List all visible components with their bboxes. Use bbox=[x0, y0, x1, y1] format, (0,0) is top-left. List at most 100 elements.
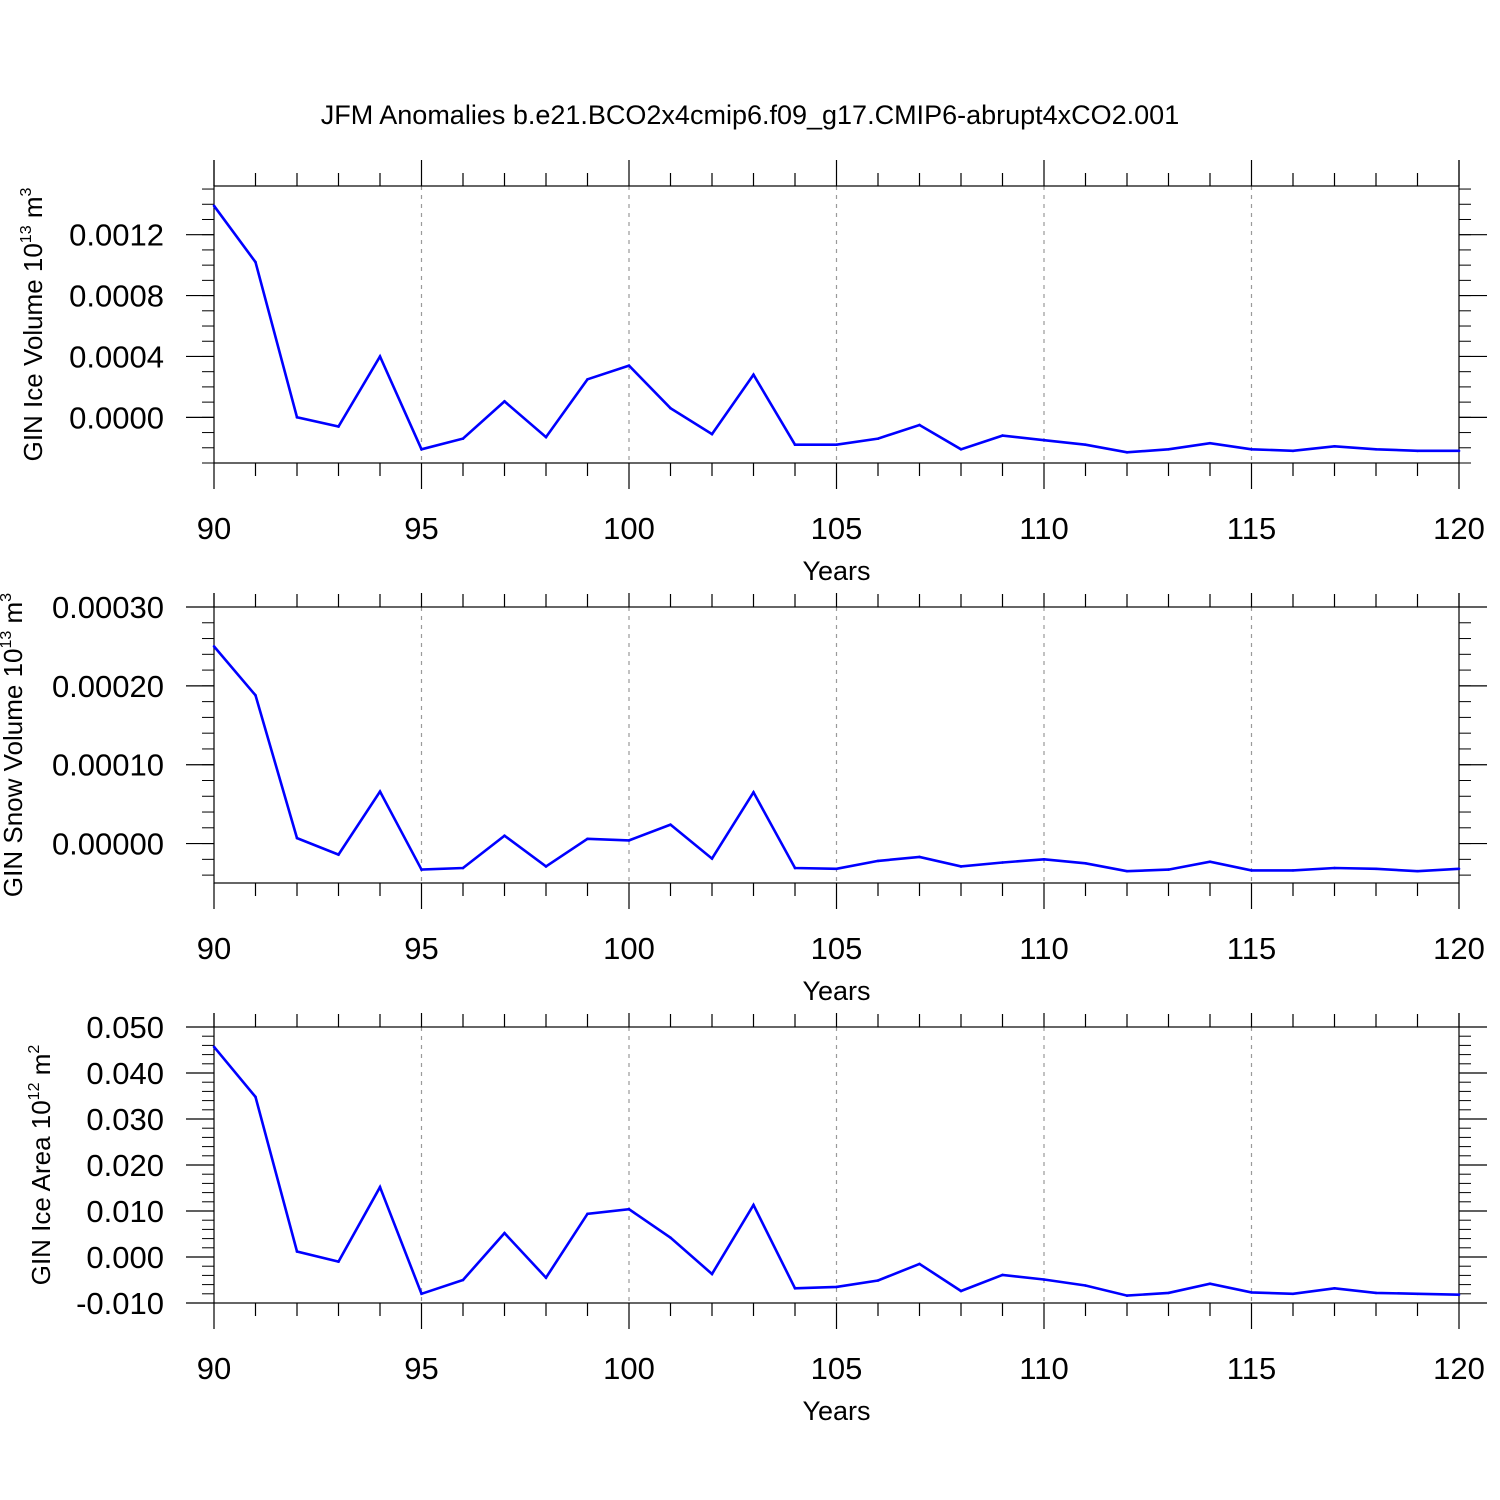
data-point bbox=[959, 865, 963, 868]
data-point bbox=[1167, 1291, 1170, 1295]
data-point bbox=[461, 1278, 465, 1282]
data-point bbox=[1291, 869, 1295, 872]
y-tick-label: 0.050 bbox=[86, 1010, 164, 1045]
panel-1: 0.0000 0.0004 0.0008 0.0012 90 95 100 105 110 115… bbox=[18, 160, 1487, 586]
data-point bbox=[1374, 448, 1378, 451]
data-point bbox=[918, 1262, 921, 1266]
x-tick-label: 115 bbox=[1227, 511, 1276, 546]
data-point bbox=[1208, 1282, 1212, 1285]
data-point bbox=[212, 645, 216, 648]
data-point bbox=[959, 1289, 963, 1293]
data-point bbox=[1167, 448, 1170, 451]
y-axis-title-exponent: 13 bbox=[0, 631, 15, 649]
data-point bbox=[420, 868, 423, 871]
panel-2: 0.00000 0.00010 0.00020 0.00030 90 95 100 105 11… bbox=[0, 590, 1487, 1006]
data-point bbox=[669, 1236, 672, 1239]
data-point bbox=[544, 435, 548, 439]
data-point bbox=[295, 1250, 299, 1253]
data-point bbox=[1250, 869, 1253, 872]
y-tick-label: 0.00010 bbox=[52, 748, 164, 783]
data-point bbox=[876, 1279, 880, 1282]
y-axis-title-unit-exponent: 2 bbox=[26, 1045, 43, 1054]
x-axis-title: Years bbox=[802, 1396, 870, 1426]
x-tick-label: 120 bbox=[1433, 931, 1485, 966]
x-tick-label: 105 bbox=[811, 1351, 863, 1386]
y-tick-label: 0.00000 bbox=[52, 827, 164, 862]
data-point bbox=[586, 377, 589, 381]
data-point bbox=[503, 834, 506, 837]
data-point bbox=[793, 443, 797, 447]
data-point bbox=[1416, 869, 1419, 873]
data-point bbox=[918, 423, 921, 427]
x-tick-label: 95 bbox=[404, 511, 438, 546]
data-point bbox=[254, 694, 257, 697]
data-point bbox=[710, 1272, 714, 1276]
y-tick-label: 0.000 bbox=[86, 1240, 164, 1275]
data-point bbox=[212, 204, 216, 208]
y-axis-title: GIN Snow Volume 1013 m3 bbox=[0, 593, 28, 897]
y-tick-label: 0.0008 bbox=[69, 279, 164, 314]
y-axis-title: GIN Ice Volume 1013 m3 bbox=[18, 187, 48, 461]
data-point bbox=[752, 1203, 755, 1207]
data-point bbox=[1042, 438, 1046, 442]
y-tick-label: 0.020 bbox=[86, 1148, 164, 1183]
x-tick-label: 90 bbox=[197, 931, 231, 966]
y-axis-title-exponent: 12 bbox=[26, 1082, 43, 1100]
y-axis-title-unit: m bbox=[26, 1054, 56, 1083]
y-axis-title-unit: m bbox=[18, 196, 48, 225]
data-point bbox=[1125, 451, 1129, 454]
data-point bbox=[1291, 1292, 1295, 1296]
x-tick-label: 105 bbox=[811, 931, 863, 966]
data-point bbox=[835, 1285, 838, 1289]
data-point bbox=[1167, 868, 1170, 871]
data-point bbox=[710, 857, 714, 860]
panel-3: -0.010 0.000 0.010 0.020 0.030 0.040 0.050 90 95… bbox=[26, 1010, 1487, 1426]
data-point bbox=[710, 432, 714, 436]
x-axis-title: Years bbox=[802, 556, 870, 586]
data-point bbox=[1416, 1292, 1419, 1296]
data-point bbox=[1084, 443, 1087, 447]
data-point bbox=[1001, 861, 1004, 864]
data-point bbox=[337, 1260, 340, 1263]
data-point bbox=[1125, 869, 1129, 873]
data-point bbox=[586, 1212, 589, 1216]
x-tick-label: 110 bbox=[1019, 511, 1068, 546]
data-point bbox=[503, 1231, 506, 1235]
data-point bbox=[1125, 1294, 1129, 1297]
y-axis-title-unit-exponent: 3 bbox=[18, 187, 35, 196]
y-tick-label: 0.030 bbox=[86, 1102, 164, 1137]
data-point bbox=[876, 859, 880, 863]
x-tick-label: 120 bbox=[1433, 511, 1485, 546]
data-point bbox=[835, 443, 838, 447]
x-tick-label: 95 bbox=[404, 931, 438, 966]
y-tick-label: 0.0012 bbox=[69, 218, 164, 253]
data-point bbox=[793, 1286, 797, 1290]
data-point bbox=[420, 1292, 423, 1296]
x-tick-label: 100 bbox=[603, 1351, 655, 1386]
data-point bbox=[793, 866, 797, 870]
x-tick-label: 90 bbox=[197, 1351, 231, 1386]
data-point bbox=[1457, 449, 1461, 453]
y-tick-label: -0.010 bbox=[76, 1286, 164, 1321]
x-tick-label: 120 bbox=[1433, 1351, 1485, 1386]
x-tick-label: 110 bbox=[1019, 1351, 1068, 1386]
y-axis-title-main: GIN Ice Volume 10 bbox=[18, 243, 48, 461]
data-point bbox=[295, 416, 299, 419]
chart-title: JFM Anomalies b.e21.BCO2x4cmip6.f09_g17.… bbox=[321, 100, 1179, 130]
data-point bbox=[420, 448, 423, 451]
x-tick-label: 110 bbox=[1019, 931, 1068, 966]
data-point bbox=[337, 425, 340, 428]
data-point bbox=[1457, 867, 1461, 871]
y-tick-label: 0.0004 bbox=[69, 339, 164, 374]
data-point bbox=[1291, 449, 1295, 453]
data-point bbox=[1333, 1286, 1336, 1290]
data-point bbox=[627, 839, 631, 842]
data-point bbox=[835, 867, 838, 871]
y-tick-label: 0.00020 bbox=[52, 669, 164, 704]
data-point bbox=[544, 865, 548, 868]
data-point bbox=[752, 373, 755, 377]
data-point bbox=[876, 437, 880, 440]
x-tick-label: 100 bbox=[603, 511, 655, 546]
y-tick-label: 0.0000 bbox=[69, 400, 164, 435]
